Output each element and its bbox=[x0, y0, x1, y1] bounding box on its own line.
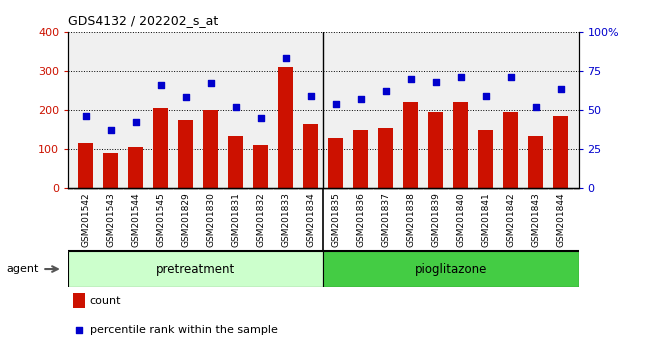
Point bbox=[356, 96, 366, 102]
Text: GSM201841: GSM201841 bbox=[482, 192, 491, 247]
Text: GSM201837: GSM201837 bbox=[382, 192, 391, 247]
Bar bbox=[328, 138, 343, 188]
Text: GSM201830: GSM201830 bbox=[206, 192, 215, 247]
Bar bbox=[304, 124, 318, 188]
Text: GSM201842: GSM201842 bbox=[506, 192, 515, 247]
Bar bbox=[404, 102, 419, 188]
Point bbox=[381, 88, 391, 94]
Text: pioglitazone: pioglitazone bbox=[415, 263, 487, 275]
Text: GSM201836: GSM201836 bbox=[356, 192, 365, 247]
Point bbox=[281, 56, 291, 61]
Point bbox=[81, 113, 91, 119]
Bar bbox=[73, 293, 84, 308]
Bar bbox=[153, 108, 168, 188]
Text: GSM201844: GSM201844 bbox=[556, 192, 566, 247]
Text: GSM201833: GSM201833 bbox=[281, 192, 291, 247]
Text: GSM201544: GSM201544 bbox=[131, 192, 140, 247]
Point bbox=[506, 74, 516, 80]
Bar bbox=[68, 251, 324, 287]
Point bbox=[105, 127, 116, 133]
Text: GSM201831: GSM201831 bbox=[231, 192, 240, 247]
Point bbox=[306, 93, 316, 98]
Text: GSM201838: GSM201838 bbox=[406, 192, 415, 247]
Bar bbox=[128, 147, 143, 188]
Text: percentile rank within the sample: percentile rank within the sample bbox=[90, 325, 278, 336]
Text: GSM201834: GSM201834 bbox=[306, 192, 315, 247]
Bar bbox=[554, 116, 569, 188]
Text: GDS4132 / 202202_s_at: GDS4132 / 202202_s_at bbox=[68, 14, 218, 27]
Bar bbox=[354, 130, 369, 188]
Text: count: count bbox=[90, 296, 121, 306]
Text: pretreatment: pretreatment bbox=[156, 263, 235, 275]
Point bbox=[205, 80, 216, 86]
Text: GSM201832: GSM201832 bbox=[256, 192, 265, 247]
Bar bbox=[103, 153, 118, 188]
Bar bbox=[428, 112, 443, 188]
Text: GSM201545: GSM201545 bbox=[156, 192, 165, 247]
Point bbox=[431, 79, 441, 85]
Bar bbox=[378, 129, 393, 188]
Point bbox=[481, 93, 491, 98]
Text: GSM201840: GSM201840 bbox=[456, 192, 465, 247]
Text: GSM201839: GSM201839 bbox=[432, 192, 441, 247]
Point bbox=[73, 328, 84, 333]
Bar bbox=[228, 136, 243, 188]
Bar bbox=[504, 112, 519, 188]
Text: GSM201843: GSM201843 bbox=[532, 192, 541, 247]
Bar bbox=[278, 67, 293, 188]
Bar bbox=[478, 130, 493, 188]
Point bbox=[231, 104, 241, 109]
Bar bbox=[254, 145, 268, 188]
Point bbox=[131, 119, 141, 125]
Bar bbox=[178, 120, 193, 188]
Text: agent: agent bbox=[6, 264, 39, 274]
Point bbox=[181, 95, 191, 100]
Point bbox=[331, 101, 341, 106]
Point bbox=[456, 74, 466, 80]
Bar bbox=[528, 136, 543, 188]
Bar bbox=[203, 110, 218, 188]
Text: GSM201829: GSM201829 bbox=[181, 192, 190, 247]
Bar bbox=[78, 143, 93, 188]
Bar bbox=[324, 251, 578, 287]
Bar bbox=[454, 102, 469, 188]
Text: GSM201543: GSM201543 bbox=[106, 192, 115, 247]
Text: GSM201542: GSM201542 bbox=[81, 192, 90, 247]
Point bbox=[556, 87, 566, 92]
Text: GSM201835: GSM201835 bbox=[332, 192, 341, 247]
Point bbox=[531, 104, 541, 109]
Point bbox=[406, 76, 416, 81]
Point bbox=[155, 82, 166, 88]
Point bbox=[255, 115, 266, 120]
